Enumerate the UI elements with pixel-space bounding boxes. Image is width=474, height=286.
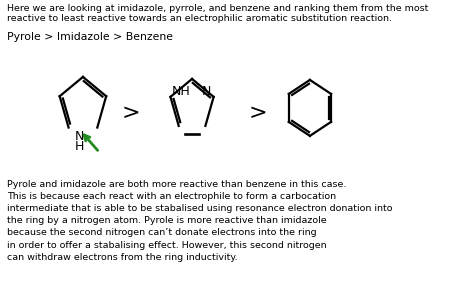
Text: >: >	[122, 103, 140, 123]
Text: Here we are looking at imidazole, pyrrole, and benzene and ranking them from the: Here we are looking at imidazole, pyrrol…	[7, 4, 428, 23]
Text: N: N	[201, 86, 211, 98]
Text: H: H	[75, 140, 84, 152]
Text: N: N	[75, 130, 84, 142]
Text: Pyrole > Imidazole > Benzene: Pyrole > Imidazole > Benzene	[7, 32, 173, 42]
Text: NH: NH	[172, 86, 191, 98]
Text: >: >	[248, 103, 267, 123]
Text: Pyrole and imidazole are both more reactive than benzene in this case.
This is b: Pyrole and imidazole are both more react…	[7, 180, 392, 262]
